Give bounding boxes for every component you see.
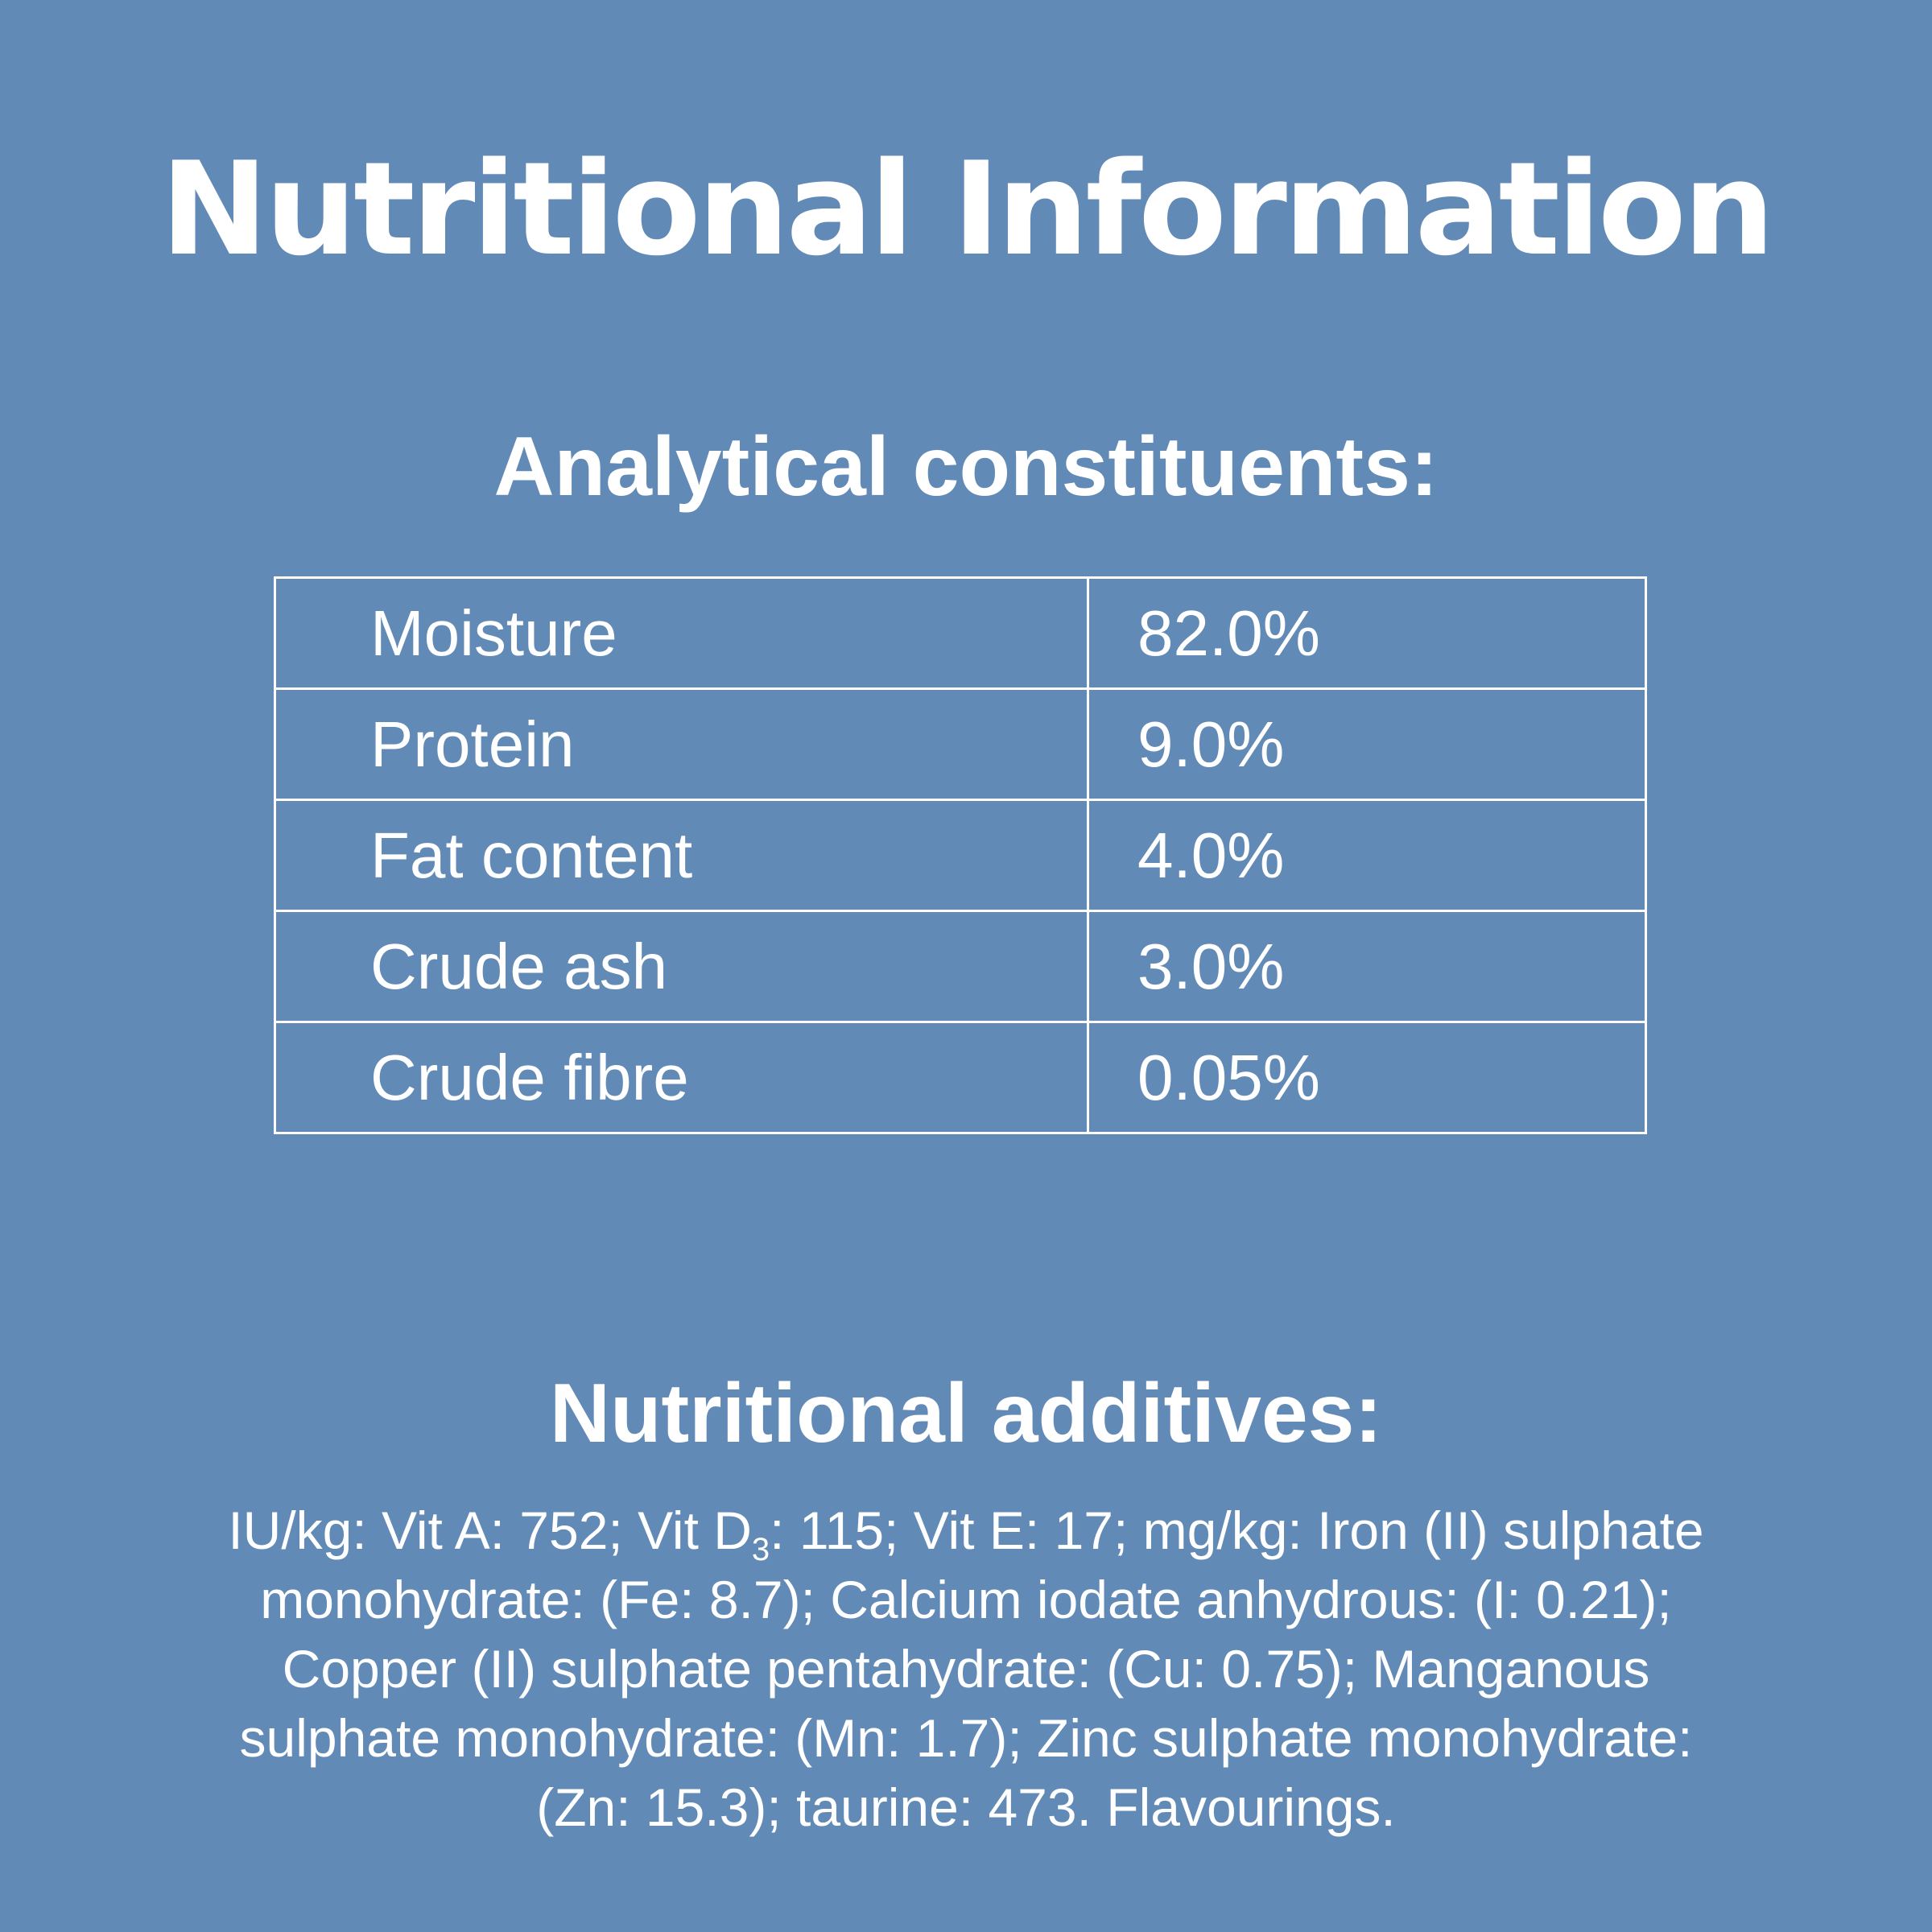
analytical-constituents-table: Moisture 82.0% Protein 9.0% Fat content …: [274, 576, 1647, 1134]
table-row: Fat content 4.0%: [274, 799, 1647, 912]
constituent-name: Fat content: [274, 799, 1089, 912]
table-row: Crude fibre 0.05%: [274, 1021, 1647, 1134]
table-row: Protein 9.0%: [274, 687, 1647, 801]
constituent-value: 9.0%: [1087, 687, 1647, 801]
additives-text-rest: : 115; Vit E: 17; mg/kg: Iron (II) sulph…: [239, 1501, 1704, 1837]
nutritional-additives-text: IU/kg: Vit A: 752; Vit D3: 115; Vit E: 1…: [201, 1496, 1731, 1842]
table-row: Moisture 82.0%: [274, 576, 1647, 690]
constituent-value: 4.0%: [1087, 799, 1647, 912]
constituent-name: Moisture: [274, 576, 1089, 690]
constituent-value: 0.05%: [1087, 1021, 1647, 1134]
vitamin-d-subscript: 3: [751, 1532, 770, 1568]
additives-text-start: IU/kg: Vit A: 752; Vit D: [228, 1501, 752, 1560]
constituent-name: Crude fibre: [274, 1021, 1089, 1134]
constituent-value: 3.0%: [1087, 910, 1647, 1023]
nutritional-additives-heading: Nutritional additives:: [549, 1367, 1383, 1460]
constituent-name: Crude ash: [274, 910, 1089, 1023]
analytical-constituents-heading: Analytical constituents:: [493, 420, 1439, 514]
constituent-value: 82.0%: [1087, 576, 1647, 690]
constituent-name: Protein: [274, 687, 1089, 801]
page-title: Nutritional Information: [160, 134, 1774, 284]
table-row: Crude ash 3.0%: [274, 910, 1647, 1023]
